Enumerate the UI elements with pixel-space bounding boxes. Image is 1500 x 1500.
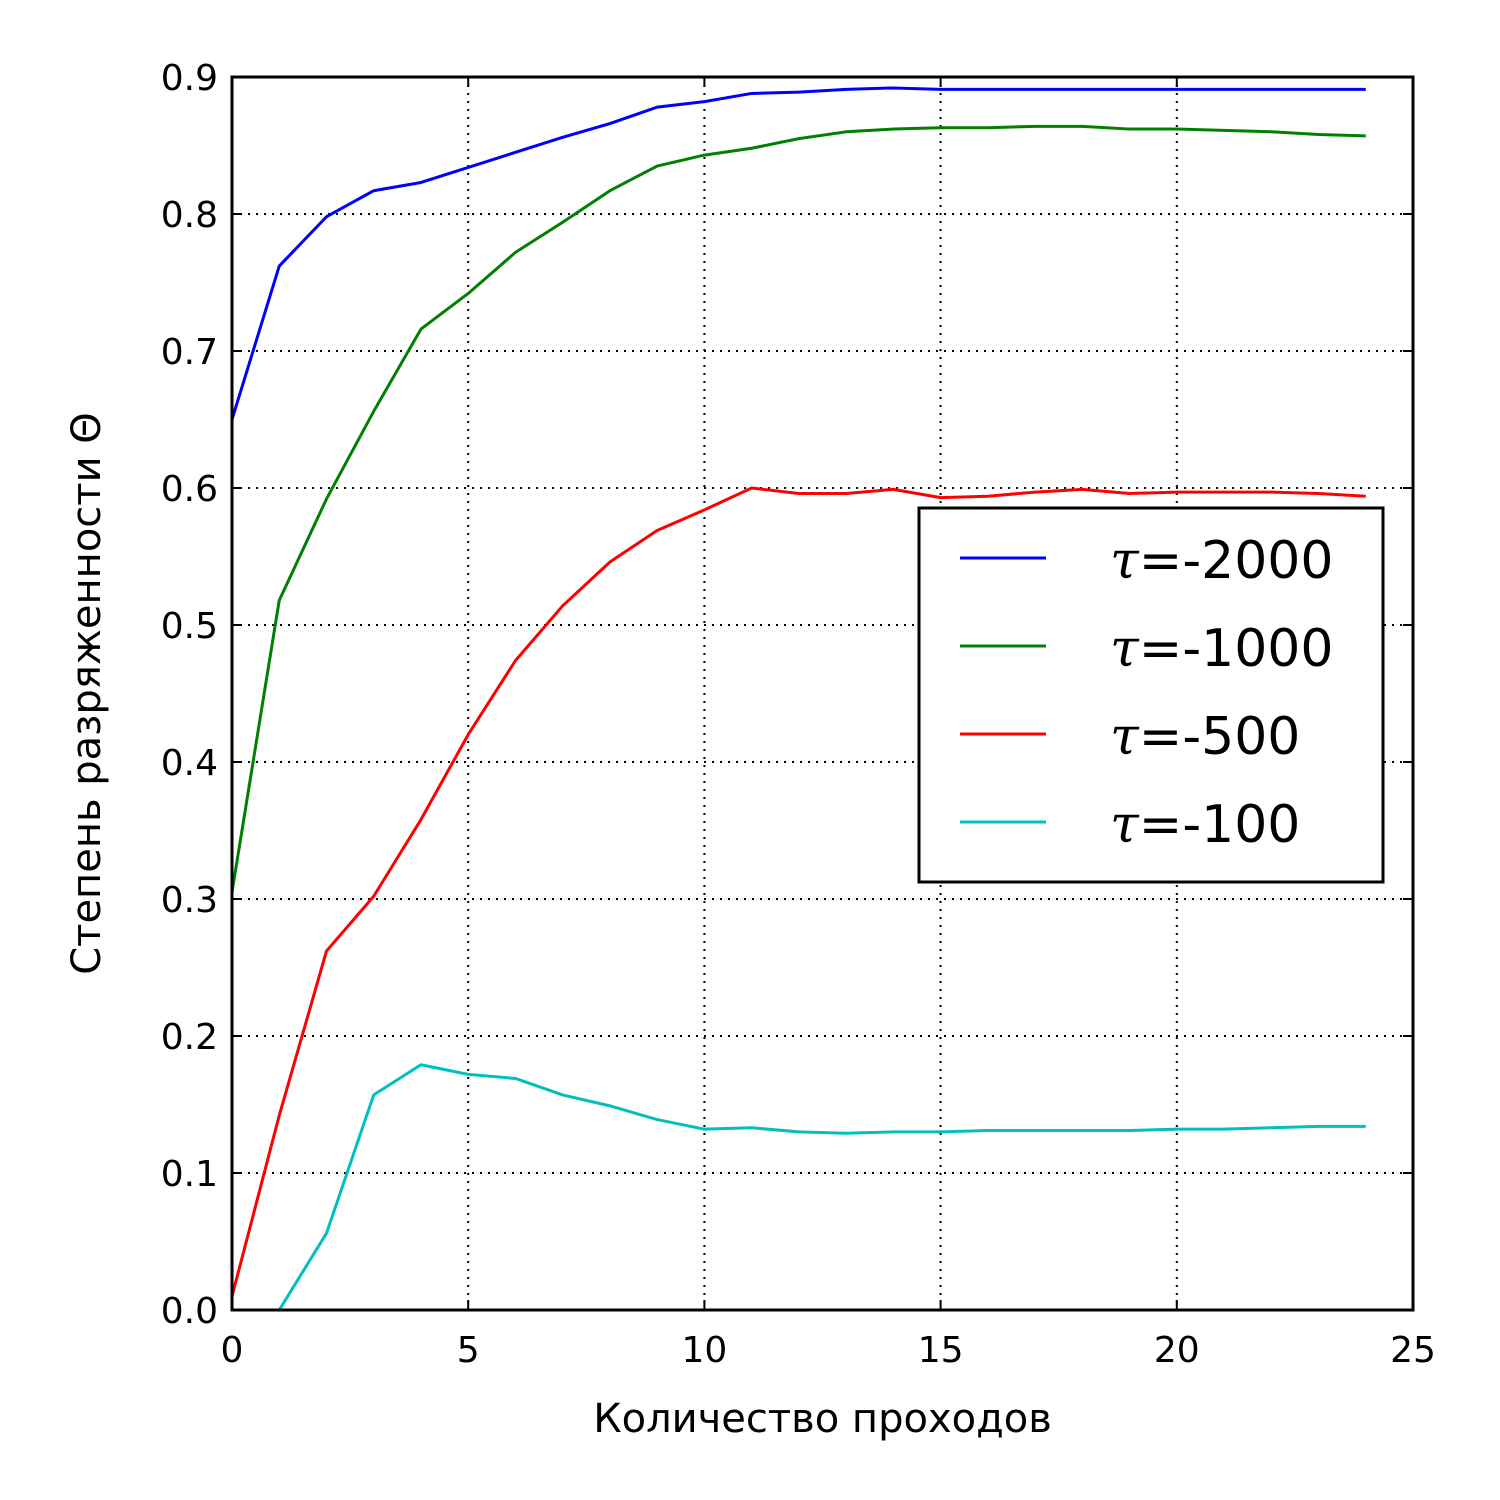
y-axis-label: Степень разряженности Θ [64,412,110,975]
series-group [230,86,1366,1311]
legend-tau-symbol: τ [1110,619,1140,679]
y-tick-label: 0.9 [161,58,218,99]
y-tick-label: 0.3 [161,880,218,921]
plot-frame [230,75,1415,1312]
legend-tau-symbol: τ [1110,531,1140,591]
y-tick-label: 0.2 [161,1017,218,1058]
x-tick-label: 15 [918,1330,964,1371]
y-tick-label: 0.8 [161,195,218,236]
legend-box [917,506,1385,884]
legend-label: τ=-1000 [1110,619,1333,679]
legend-label: τ=-500 [1110,707,1300,767]
legend-label: τ=-100 [1110,795,1300,855]
x-tick-label: 0 [221,1330,244,1371]
x-tick-label: 10 [681,1330,727,1371]
legend-value: =-500 [1139,707,1301,767]
legend-value: =-1000 [1139,619,1334,679]
y-tick-label: 0.5 [161,606,218,647]
x-tick-label: 25 [1390,1330,1436,1371]
series-line [277,1063,1366,1311]
y-tick-label: 0.4 [161,743,218,784]
y-tick-label: 0.7 [161,332,218,373]
y-tick-label: 0.6 [161,469,218,510]
legend-value: =-2000 [1139,531,1334,591]
legend-tau-symbol: τ [1110,795,1140,855]
x-tick-labels: 0 5 10 15 20 25 [221,1330,1436,1371]
series-line [230,86,1366,420]
legend-tau-symbol: τ [1110,707,1140,767]
y-tick-labels: 0.0 0.1 0.2 0.3 0.4 0.5 0.6 0.7 0.8 0.9 [161,58,218,1332]
series-line [230,124,1366,893]
series-line [230,486,1366,1297]
legend-value: =-100 [1139,795,1301,855]
tick-marks [231,76,1414,1311]
legend-label: τ=-2000 [1110,531,1333,591]
x-tick-label: 20 [1154,1330,1200,1371]
x-axis-label: Количество проходов [593,1396,1052,1442]
x-tick-label: 5 [457,1330,480,1371]
y-tick-label: 0.0 [161,1291,218,1332]
y-tick-label: 0.1 [161,1154,218,1195]
